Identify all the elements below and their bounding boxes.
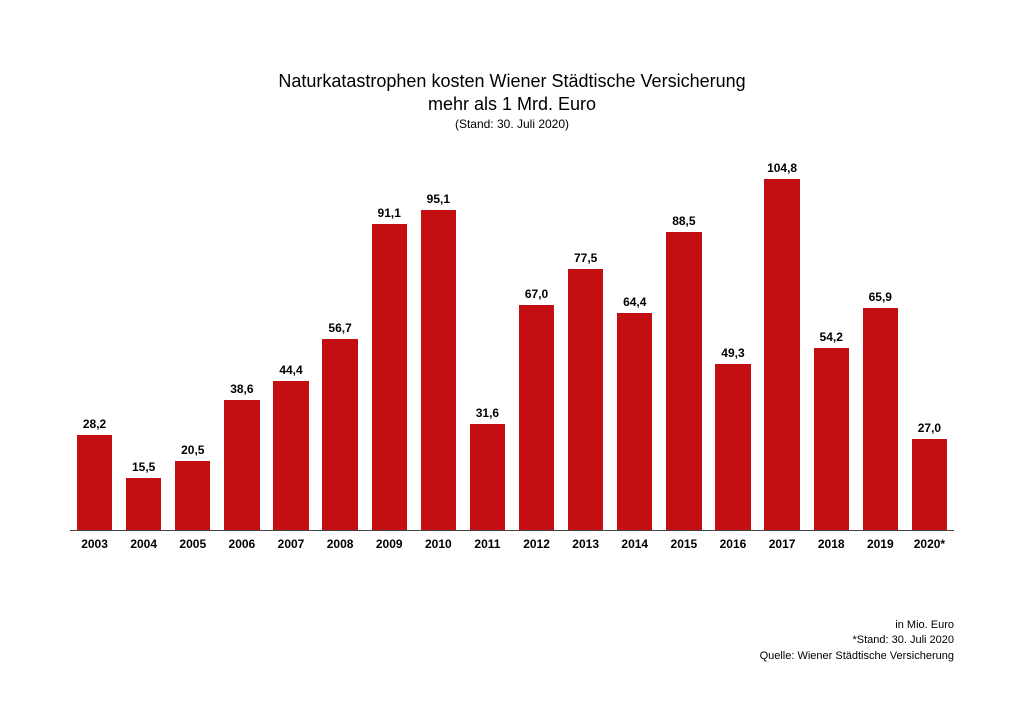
bar <box>519 305 554 530</box>
x-tick: 2014 <box>614 537 655 551</box>
x-tick: 2017 <box>762 537 803 551</box>
footnotes: in Mio. Euro *Stand: 30. Juli 2020 Quell… <box>760 618 954 664</box>
bar-value-label: 31,6 <box>476 406 499 420</box>
bar <box>764 179 799 530</box>
footnote-unit: in Mio. Euro <box>760 618 954 633</box>
bar-slot: 31,6 <box>467 161 508 530</box>
bar-value-label: 28,2 <box>83 417 106 431</box>
bar-slot: 88,5 <box>663 161 704 530</box>
title-block: Naturkatastrophen kosten Wiener Städtisc… <box>70 70 954 131</box>
x-tick: 2010 <box>418 537 459 551</box>
bar-slot: 27,0 <box>909 161 950 530</box>
x-tick: 2015 <box>663 537 704 551</box>
x-tick: 2012 <box>516 537 557 551</box>
bar-value-label: 38,6 <box>230 382 253 396</box>
bar-value-label: 56,7 <box>328 321 351 335</box>
x-tick: 2003 <box>74 537 115 551</box>
bar <box>126 478 161 530</box>
bar-slot: 28,2 <box>74 161 115 530</box>
chart-title-line2: mehr als 1 Mrd. Euro <box>70 93 954 116</box>
bar-value-label: 77,5 <box>574 251 597 265</box>
bar-value-label: 44,4 <box>279 363 302 377</box>
bar <box>175 461 210 530</box>
bar <box>863 308 898 530</box>
bar-slot: 64,4 <box>614 161 655 530</box>
x-tick: 2008 <box>320 537 361 551</box>
bar <box>372 224 407 530</box>
bar-slot: 95,1 <box>418 161 459 530</box>
bar-slot: 104,8 <box>762 161 803 530</box>
chart-container: Naturkatastrophen kosten Wiener Städtisc… <box>70 70 954 630</box>
x-tick: 2009 <box>369 537 410 551</box>
bar <box>322 339 357 530</box>
bar-slot: 67,0 <box>516 161 557 530</box>
x-tick: 2020* <box>909 537 950 551</box>
bar-value-label: 64,4 <box>623 295 646 309</box>
bar <box>617 313 652 530</box>
x-tick: 2007 <box>270 537 311 551</box>
footnote-source: Quelle: Wiener Städtische Versicherung <box>760 649 954 664</box>
x-tick: 2018 <box>811 537 852 551</box>
bar <box>814 348 849 530</box>
bar-value-label: 67,0 <box>525 287 548 301</box>
bar-slot: 15,5 <box>123 161 164 530</box>
bar-slot: 91,1 <box>369 161 410 530</box>
footnote-asof: *Stand: 30. Juli 2020 <box>760 633 954 648</box>
bar-slot: 20,5 <box>172 161 213 530</box>
bar <box>568 269 603 530</box>
bar <box>77 435 112 530</box>
bar <box>224 400 259 530</box>
bar-value-label: 95,1 <box>427 192 450 206</box>
chart-title-line1: Naturkatastrophen kosten Wiener Städtisc… <box>70 70 954 93</box>
bar-slot: 77,5 <box>565 161 606 530</box>
x-tick: 2006 <box>221 537 262 551</box>
bar-value-label: 15,5 <box>132 460 155 474</box>
x-tick: 2005 <box>172 537 213 551</box>
bar-slot: 38,6 <box>221 161 262 530</box>
bar-slot: 56,7 <box>320 161 361 530</box>
bar-slot: 54,2 <box>811 161 852 530</box>
bar <box>421 210 456 530</box>
bar-slot: 49,3 <box>712 161 753 530</box>
x-tick: 2016 <box>712 537 753 551</box>
bar-value-label: 104,8 <box>767 161 797 175</box>
x-tick: 2011 <box>467 537 508 551</box>
x-tick: 2019 <box>860 537 901 551</box>
bar <box>715 364 750 530</box>
x-tick: 2004 <box>123 537 164 551</box>
bar-value-label: 65,9 <box>869 290 892 304</box>
bar-value-label: 49,3 <box>721 346 744 360</box>
bar-slot: 65,9 <box>860 161 901 530</box>
bar <box>666 232 701 530</box>
bar-value-label: 91,1 <box>378 206 401 220</box>
bar-value-label: 20,5 <box>181 443 204 457</box>
bar <box>470 424 505 530</box>
chart-subtitle: (Stand: 30. Juli 2020) <box>70 117 954 131</box>
bar-value-label: 27,0 <box>918 421 941 435</box>
plot-area: 28,2 15,5 20,5 38,6 44,4 56,7 91,1 95,1 31,6 67,0… <box>70 161 954 531</box>
bar-value-label: 54,2 <box>820 330 843 344</box>
x-tick: 2013 <box>565 537 606 551</box>
bar <box>273 381 308 530</box>
bar-slot: 44,4 <box>270 161 311 530</box>
bar-value-label: 88,5 <box>672 214 695 228</box>
bar <box>912 439 947 530</box>
x-axis: 2003 2004 2005 2006 2007 2008 2009 2010 2011 2012… <box>70 537 954 551</box>
